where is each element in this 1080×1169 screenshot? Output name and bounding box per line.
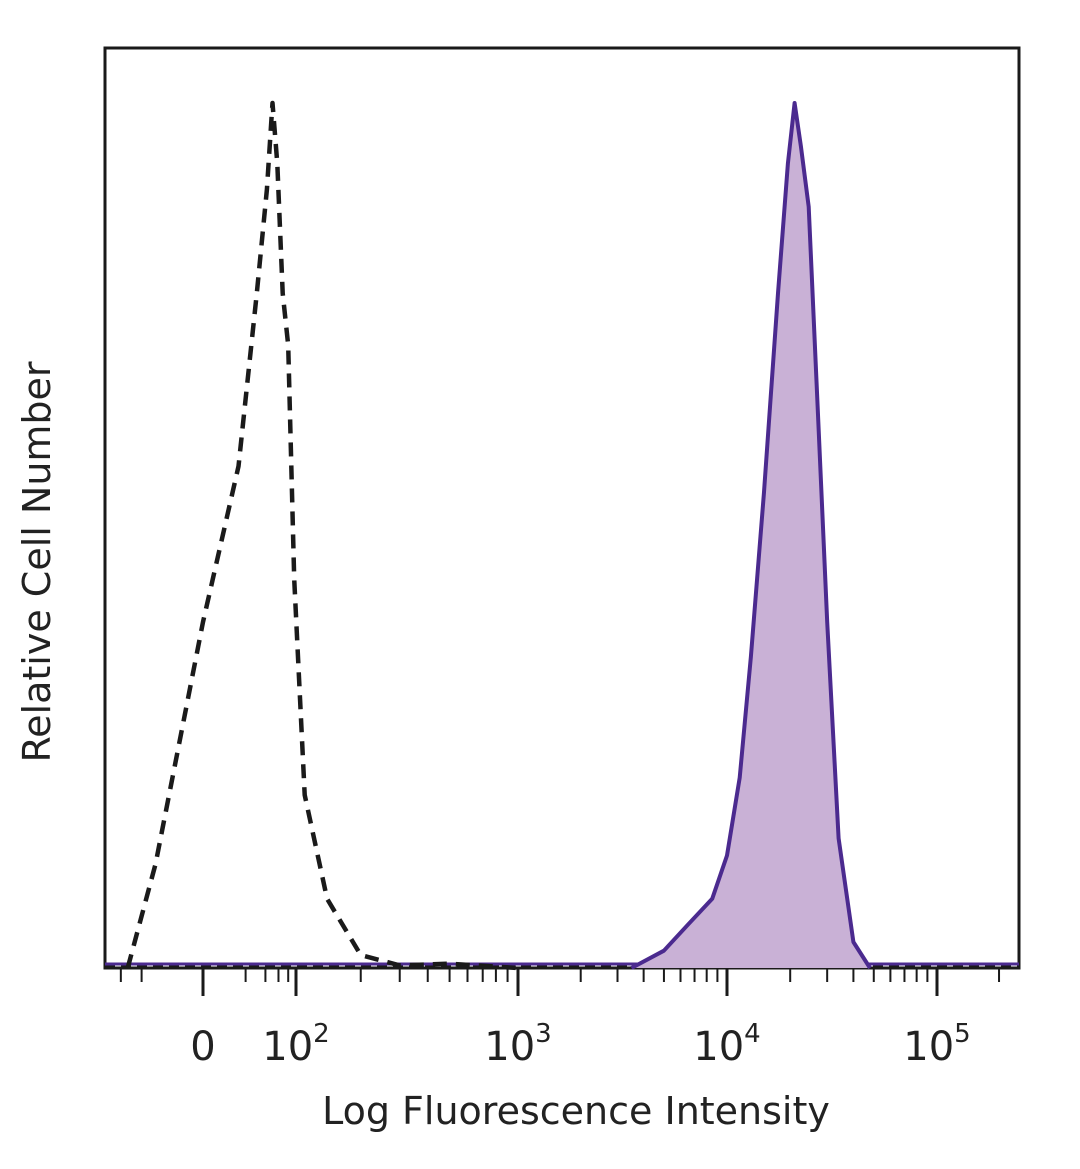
series-layer [105, 100, 1019, 971]
x-axis: 0 102 103 104 105 [119, 968, 1001, 1070]
x-tick-label: 103 [484, 1019, 551, 1070]
y-axis-title: Relative Cell Number [15, 361, 59, 762]
x-tick-label: 105 [903, 1019, 970, 1070]
series-1-fill [631, 103, 870, 968]
plot-frame [103, 46, 1021, 970]
series-0-outline [125, 100, 519, 971]
x-tick-label: 104 [693, 1019, 760, 1070]
x-tick-label: 102 [262, 1019, 329, 1070]
x-axis-title: Log Fluorescence Intensity [322, 1089, 830, 1133]
x-tick-label: 0 [190, 1024, 215, 1070]
series-1-outline [630, 101, 872, 970]
